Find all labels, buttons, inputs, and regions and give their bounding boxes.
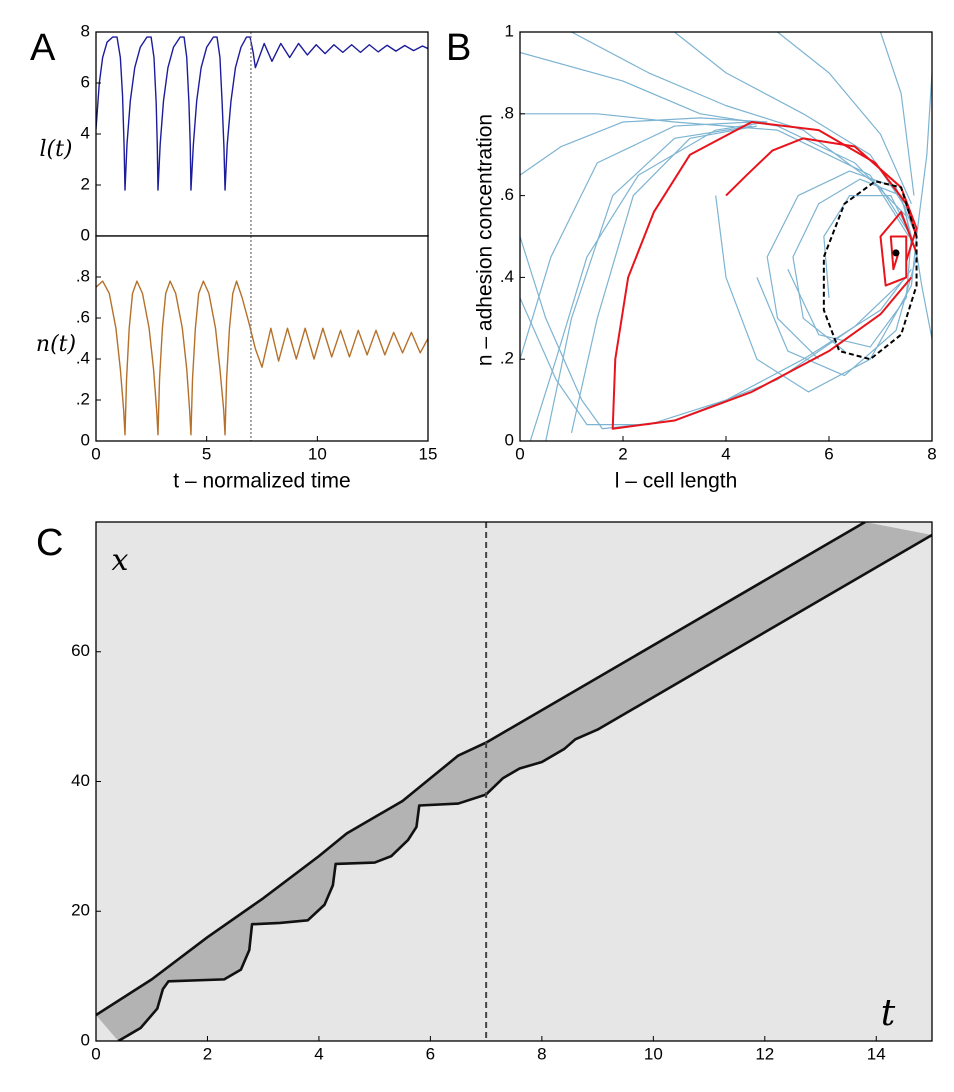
panel-label: B (446, 27, 471, 69)
y-tick-label: .2 (500, 349, 514, 368)
y-axis-label: l(t) (39, 137, 72, 162)
line (777, 32, 912, 205)
x-tick-label: 8 (927, 444, 936, 463)
line (529, 121, 768, 441)
line (725, 137, 918, 262)
y-axis-label: n(t) (36, 332, 76, 357)
x-tick-label: 0 (91, 1044, 100, 1063)
y-axis-label: x (112, 543, 129, 578)
y-tick-label: 40 (71, 771, 90, 790)
band-fill (96, 522, 932, 1041)
x-tick-label: 15 (419, 444, 438, 463)
x-tick-label: 4 (314, 1044, 323, 1063)
line (96, 36, 428, 191)
line (915, 72, 932, 237)
fixed-point (892, 249, 900, 257)
line (879, 210, 918, 287)
y-tick-label: .8 (500, 103, 514, 122)
panel-label: A (30, 27, 56, 69)
line (915, 252, 932, 339)
y-tick-label: 60 (71, 641, 90, 660)
y-tick-label: 0 (81, 1030, 90, 1049)
line (96, 280, 428, 436)
x-axis-label: l – cell length (615, 470, 738, 493)
line (520, 121, 752, 360)
plot-layer (96, 522, 932, 1041)
line (117, 533, 932, 1041)
y-tick-label: 6 (81, 72, 90, 91)
x-tick-label: 4 (721, 444, 730, 463)
x-tick-label: 14 (867, 1044, 886, 1063)
x-tick-label: 0 (515, 444, 524, 463)
y-tick-label: 0 (505, 430, 514, 449)
y-tick-label: 2 (81, 174, 90, 193)
x-axis-label: t (881, 993, 896, 1034)
y-tick-label: .8 (76, 266, 90, 285)
x-axis-label: t – normalized time (173, 470, 350, 493)
y-tick-label: .4 (76, 348, 90, 367)
line (545, 125, 752, 441)
plot-layer (96, 36, 428, 191)
y-tick-label: .4 (500, 267, 514, 286)
plot-layer (520, 32, 932, 441)
y-tick-label: 4 (81, 123, 90, 142)
line (611, 120, 918, 430)
y-tick-label: 0 (81, 225, 90, 244)
plot-layer (96, 280, 428, 436)
x-tick-label: 10 (308, 444, 327, 463)
plot-area (520, 32, 932, 441)
y-tick-label: 1 (505, 21, 514, 40)
y-tick-label: .6 (500, 185, 514, 204)
x-tick-label: 6 (824, 444, 833, 463)
y-tick-label: 0 (81, 430, 90, 449)
line (520, 268, 912, 426)
x-tick-label: 2 (203, 1044, 212, 1063)
x-tick-label: 6 (426, 1044, 435, 1063)
x-tick-label: 2 (618, 444, 627, 463)
line (822, 180, 918, 361)
x-tick-label: 8 (537, 1044, 546, 1063)
panel-label: C (36, 522, 63, 564)
line (879, 32, 915, 196)
line (96, 522, 866, 1017)
y-axis-label: n – adhesion concentration (474, 114, 497, 366)
y-tick-label: 8 (81, 21, 90, 40)
line (570, 125, 758, 433)
x-tick-label: 5 (202, 444, 211, 463)
plot-area (96, 32, 428, 236)
y-tick-label: .6 (76, 307, 90, 326)
x-tick-label: 10 (644, 1044, 663, 1063)
line (520, 117, 768, 176)
frame (95, 235, 429, 442)
x-tick-label: 12 (755, 1044, 774, 1063)
y-tick-label: 20 (71, 901, 90, 920)
y-tick-label: .2 (76, 389, 90, 408)
x-tick-label: 0 (91, 444, 100, 463)
